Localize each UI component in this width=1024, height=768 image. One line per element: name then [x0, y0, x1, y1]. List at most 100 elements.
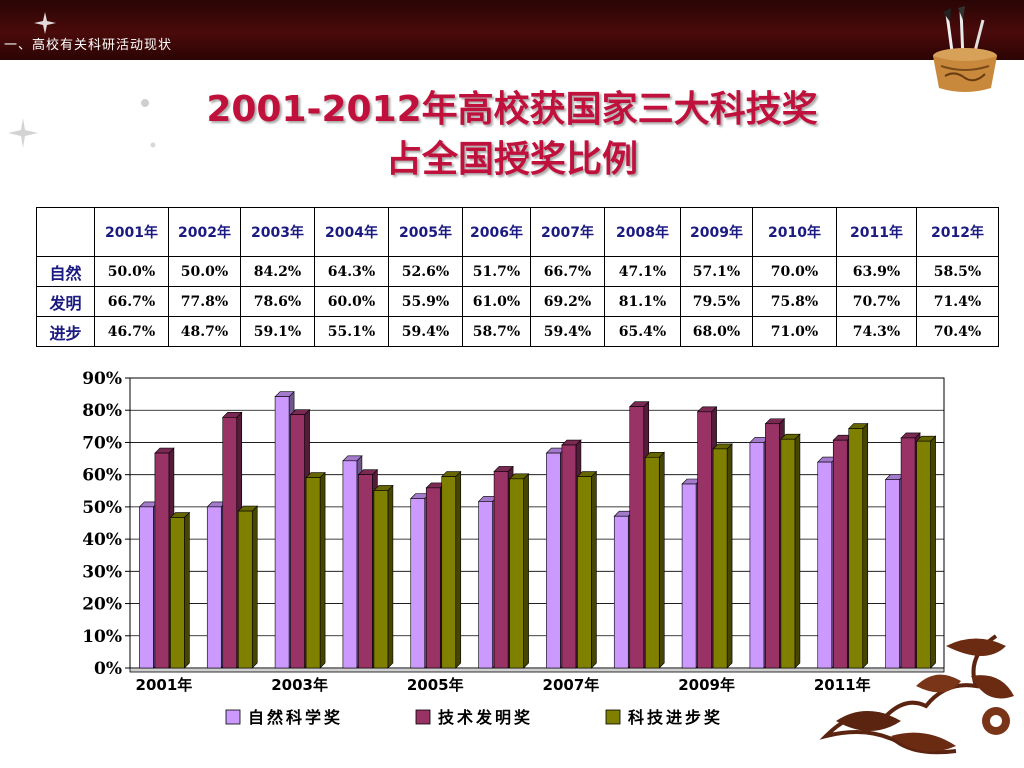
column-header: 2006年 — [462, 207, 531, 257]
section-label: 一、高校有关科研活动现状 — [4, 38, 173, 53]
y-tick-label: 50% — [82, 498, 122, 518]
y-tick-label: 30% — [82, 562, 122, 582]
plot-floor — [129, 667, 945, 673]
bar — [900, 437, 916, 669]
bar-side — [862, 422, 869, 669]
chart-title-line1: 2001-2012年高校获国家三大科技奖 — [206, 89, 818, 130]
column-header: 2005年 — [388, 207, 463, 257]
table-cell: 61.0% — [462, 286, 531, 317]
table-cell: 78.6% — [240, 286, 315, 317]
row-label: 自然 — [36, 256, 95, 287]
table-cell: 48.7% — [168, 316, 241, 347]
column-header: 2011年 — [836, 207, 917, 257]
table-row: 发明 66.7% 77.8% 78.6% 60.0% 55.9% 61.0% 6… — [36, 286, 999, 317]
legend-swatch — [605, 709, 621, 725]
y-tick-label: 20% — [82, 595, 122, 615]
x-tick-label: 2009年 — [678, 676, 735, 694]
bar-side — [319, 471, 326, 669]
bar — [237, 510, 253, 669]
column-header: 2007年 — [530, 207, 605, 257]
table-cell: 68.0% — [680, 316, 753, 347]
bar-side — [794, 433, 801, 669]
bar — [765, 423, 780, 669]
table-cell: 60.0% — [314, 286, 389, 317]
table-row: 自然 50.0% 50.0% 84.2% 64.3% 52.6% 51.7% 6… — [36, 256, 999, 287]
bar — [832, 439, 848, 669]
table-cell: 50.0% — [168, 256, 241, 287]
bar — [139, 506, 154, 669]
sparkle-icon — [8, 118, 38, 148]
legend-swatch — [225, 709, 241, 725]
table-cell: 52.6% — [388, 256, 463, 287]
legend-swatch — [415, 709, 431, 725]
bar — [206, 506, 222, 669]
bar-side — [930, 435, 936, 669]
bar — [577, 476, 592, 669]
table-cell: 71.4% — [916, 286, 999, 317]
x-tick-label: 2001年 — [136, 676, 193, 694]
bar — [613, 515, 629, 669]
y-tick-label: 0% — [94, 659, 122, 679]
table-cell: 46.7% — [94, 316, 169, 347]
bar — [305, 477, 321, 669]
y-tick-label: 70% — [82, 433, 122, 453]
table-cell: 59.4% — [388, 316, 463, 347]
column-header: 2009年 — [680, 207, 753, 257]
bar — [410, 498, 426, 669]
table-cell: 70.4% — [916, 316, 999, 347]
bar — [478, 501, 493, 669]
bar — [154, 452, 170, 669]
x-tick-label: 2003年 — [271, 676, 328, 694]
y-tick-label: 60% — [82, 466, 122, 486]
y-tick-label: 10% — [82, 627, 122, 647]
bar — [629, 406, 645, 669]
table-cell: 77.8% — [168, 286, 241, 317]
chart-title-line2: 占全国授奖比例 — [385, 139, 638, 180]
table-cell: 51.7% — [462, 256, 531, 287]
table-cell: 84.2% — [240, 256, 315, 287]
table-header-row: 2001年 2002年 2003年 2004年 2005年 2006年 2007… — [36, 207, 999, 257]
bar-side — [455, 470, 462, 669]
legend-label: 自然科学奖 — [248, 708, 343, 727]
table-cell: 59.4% — [530, 316, 605, 347]
legend-label: 技术发明奖 — [438, 708, 533, 727]
table-cell: 65.4% — [604, 316, 681, 347]
column-header: 2002年 — [168, 207, 241, 257]
bar — [509, 478, 524, 669]
bar-side — [387, 484, 394, 669]
bar — [373, 490, 389, 669]
y-tick-label: 90% — [82, 369, 122, 389]
bar — [780, 438, 796, 669]
bar — [644, 456, 660, 669]
plot-area — [129, 377, 945, 669]
bar — [222, 417, 238, 669]
table-cell: 55.9% — [388, 286, 463, 317]
bar — [817, 461, 833, 669]
bar-side — [658, 451, 665, 669]
bar-side — [523, 473, 529, 669]
header-bar — [0, 0, 1024, 60]
bar — [546, 452, 561, 669]
bar — [342, 460, 358, 669]
bar-side — [251, 505, 258, 669]
table-cell: 66.7% — [530, 256, 605, 287]
x-tick-label: 2011年 — [814, 676, 871, 694]
bar — [848, 428, 864, 669]
bar — [441, 476, 457, 669]
sparkle-icon — [141, 99, 149, 107]
column-header: 2001年 — [94, 207, 169, 257]
sparkle-icon — [150, 142, 156, 148]
bar — [290, 414, 305, 669]
x-tick-label: 2005年 — [407, 676, 464, 694]
bar — [885, 479, 900, 669]
bar — [358, 474, 373, 669]
brush-pot-icon — [933, 6, 997, 92]
table-cell: 50.0% — [94, 256, 169, 287]
x-tick-label: 2007年 — [543, 676, 600, 694]
y-tick-label: 80% — [82, 401, 122, 421]
sparkle-icon — [34, 12, 56, 34]
bar — [697, 411, 712, 669]
table-cell: 81.1% — [604, 286, 681, 317]
y-tick-label: 40% — [82, 530, 122, 550]
bar — [749, 442, 765, 669]
